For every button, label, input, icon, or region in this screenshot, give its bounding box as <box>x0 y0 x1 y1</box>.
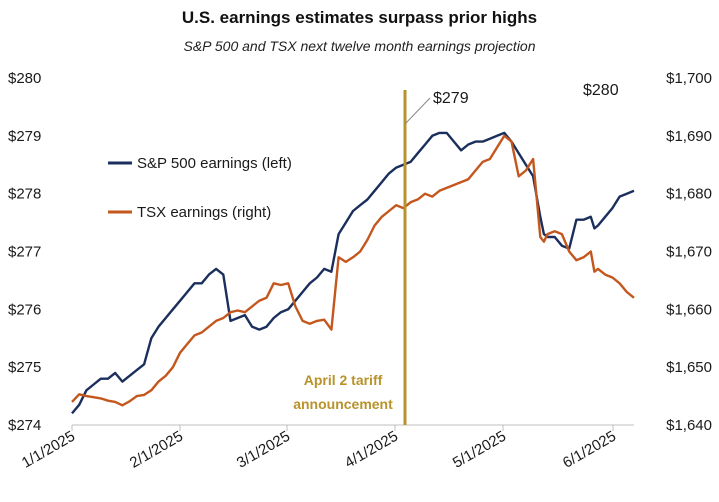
y-right-tick-label: $1,670 <box>666 244 712 261</box>
series-lines <box>71 131 635 415</box>
y-axis-right: $1,640 $1,650 $1,660 $1,670 $1,680 $1,690 $1,7… <box>666 70 712 434</box>
y-left-tick-label: $279 <box>8 128 41 145</box>
y-right-tick-label: $1,650 <box>666 359 712 376</box>
legend-label-sp500: S&P 500 earnings (left) <box>137 155 292 172</box>
y-right-tick-label: $1,690 <box>666 128 712 145</box>
tariff-annotation-line2: announcement <box>293 396 393 412</box>
y-axis-left: $274 $275 $276 $277 $278 $279 $280 <box>8 70 41 434</box>
tsx-earnings-line <box>71 134 635 407</box>
annotation-leader-279 <box>404 97 431 125</box>
annotation-279: $279 <box>433 90 469 107</box>
x-tick-label: 5/1/2025 <box>450 428 509 472</box>
chart-title: U.S. earnings estimates surpass prior hi… <box>181 8 538 27</box>
legend: S&P 500 earnings (left) TSX earnings (ri… <box>108 155 292 221</box>
x-tick-label: 2/1/2025 <box>127 428 186 472</box>
y-right-tick-label: $1,680 <box>666 186 712 203</box>
y-left-tick-label: $274 <box>8 417 41 434</box>
y-left-tick-label: $277 <box>8 244 41 261</box>
x-axis: 1/1/2025 2/1/2025 3/1/2025 4/1/2025 5/1/2025… <box>19 425 619 472</box>
y-left-tick-label: $275 <box>8 359 41 376</box>
y-right-tick-label: $1,640 <box>666 417 712 434</box>
y-right-tick-label: $1,700 <box>666 70 712 87</box>
tariff-annotation-line1: April 2 tariff <box>304 372 383 388</box>
y-right-tick-label: $1,660 <box>666 301 712 318</box>
x-tick-label: 4/1/2025 <box>342 428 401 472</box>
chart-subtitle: S&P 500 and TSX next twelve month earnin… <box>183 38 536 54</box>
y-left-tick-label: $280 <box>8 70 41 87</box>
y-left-tick-label: $276 <box>8 301 41 318</box>
legend-label-tsx: TSX earnings (right) <box>137 204 271 221</box>
annotation-280: $280 <box>583 82 619 99</box>
x-tick-label: 3/1/2025 <box>234 428 293 472</box>
x-tick-label: 6/1/2025 <box>560 428 619 472</box>
x-tick-label: 1/1/2025 <box>19 428 78 472</box>
y-left-tick-label: $278 <box>8 186 41 203</box>
